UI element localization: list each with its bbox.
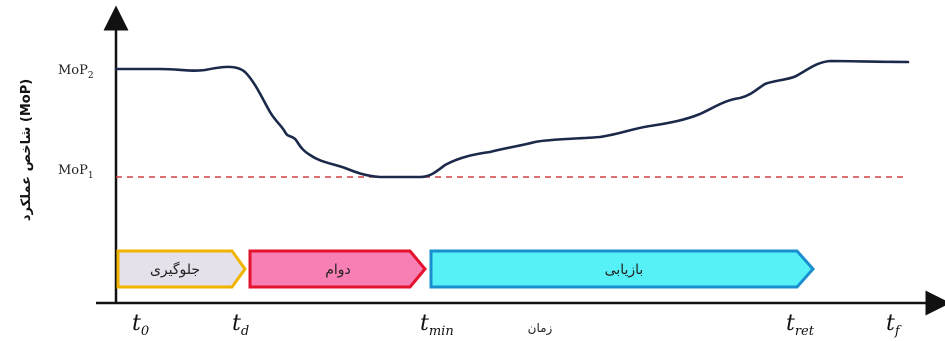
phase-prevention-label: جلوگیری [150,261,200,278]
phase-endurance: دوام [248,249,427,289]
tick-td: td [232,311,249,339]
tick-tf: tf [886,311,902,339]
phase-recovery-label: بازیابی [605,262,644,278]
tick-tmin: tmin [420,311,454,339]
y-axis-label: شاخص عملکرد (MoP) [19,79,34,221]
phase-recovery: بازیابی [429,249,816,289]
x-axis-label: زمان [528,321,553,336]
phase-recovery-arrow [429,249,816,289]
tick-t0: t0 [132,311,149,339]
performance-curve [114,59,910,179]
phase-prevention-arrow [116,249,247,289]
phase-endurance-arrow [248,249,427,289]
mop2-label: MoP2 [58,63,94,81]
phase-prevention: جلوگیری [116,249,247,289]
tick-tret: tret [786,311,815,339]
phase-endurance-label: دوام [325,262,351,278]
mop1-label: MoP1 [58,163,94,181]
